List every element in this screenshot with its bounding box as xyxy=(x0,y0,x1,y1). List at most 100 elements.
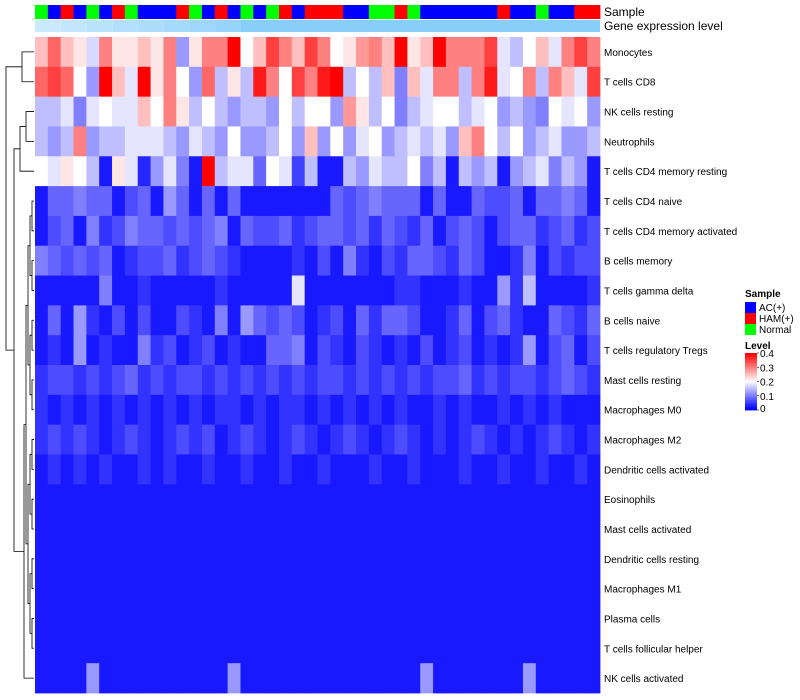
heatmap-cell xyxy=(99,573,113,604)
heatmap-cell xyxy=(368,394,383,426)
heatmap-cell xyxy=(574,335,588,366)
heatmap-cell xyxy=(112,275,126,306)
dendrogram-branch xyxy=(23,424,34,679)
heatmap-cell xyxy=(471,365,485,396)
heatmap-cell xyxy=(510,365,524,396)
heatmap-cell xyxy=(291,215,306,247)
heatmap-cell xyxy=(176,543,190,575)
heatmap-cell xyxy=(47,394,62,426)
row-label: T cells follicular helper xyxy=(604,644,703,655)
heatmap-cell xyxy=(471,514,485,545)
heatmap-cell xyxy=(510,633,524,664)
heatmap-cell xyxy=(343,603,357,634)
legend-gradient-step xyxy=(745,361,757,364)
sample-cell xyxy=(266,5,280,19)
heatmap-cell xyxy=(240,96,254,127)
heatmap-cell xyxy=(112,633,126,664)
heatmap-cell xyxy=(330,663,344,694)
legend-gradient-step xyxy=(745,382,757,385)
heatmap-cell xyxy=(587,454,601,485)
heatmap-cell xyxy=(47,573,62,604)
heatmap-cell xyxy=(548,603,562,634)
heatmap-cell xyxy=(394,573,408,604)
heatmap-cell xyxy=(535,484,550,515)
heatmap-cell xyxy=(73,454,87,485)
heatmap-cell xyxy=(99,663,113,694)
heatmap-cell xyxy=(227,66,241,98)
heatmap-cell xyxy=(548,305,562,336)
heatmap-cell xyxy=(510,335,524,366)
heatmap-cell xyxy=(420,245,434,276)
heatmap-cell xyxy=(137,394,151,426)
sample-cell xyxy=(227,5,241,19)
dendrogram-branch xyxy=(31,439,34,470)
heatmap-cell xyxy=(291,245,306,276)
heatmap-cell xyxy=(214,573,229,604)
heatmap-cell xyxy=(471,245,485,276)
heatmap-cell xyxy=(497,215,511,247)
row-label: Macrophages M2 xyxy=(604,436,682,447)
heatmap-cell xyxy=(266,633,280,664)
heatmap-cell xyxy=(381,156,395,187)
heatmap-cell xyxy=(35,335,49,366)
heatmap-cell xyxy=(291,394,306,426)
heatmap-cell xyxy=(317,126,331,157)
row-label: Eosinophils xyxy=(604,495,655,506)
heatmap-cell xyxy=(278,37,293,68)
heatmap-cell xyxy=(189,454,203,485)
heatmap-cell xyxy=(381,126,395,157)
heatmap-cell xyxy=(266,663,280,694)
heatmap-cell xyxy=(227,96,241,127)
heatmap-cell xyxy=(266,514,280,545)
heatmap-cell xyxy=(150,37,164,68)
heatmap-cell xyxy=(484,424,498,455)
heatmap-cell xyxy=(561,37,575,68)
heatmap-cell xyxy=(214,245,229,276)
heatmap-cell xyxy=(433,156,447,187)
heatmap-cell xyxy=(253,215,267,247)
heatmap-cell xyxy=(561,305,575,336)
heatmap-cell xyxy=(587,305,601,336)
heatmap-cell xyxy=(304,543,318,575)
heatmap-cell xyxy=(445,37,460,68)
heatmap-cell xyxy=(253,335,267,366)
heatmap-cell xyxy=(150,126,164,157)
heatmap-cell xyxy=(420,186,434,217)
heatmap-cell xyxy=(535,186,550,217)
heatmap-cell xyxy=(253,454,267,485)
heatmap-cell xyxy=(124,186,139,217)
heatmap-cell xyxy=(587,96,601,127)
heatmap-cell xyxy=(189,66,203,98)
heatmap-cell xyxy=(433,454,447,485)
heatmap-cell xyxy=(163,245,177,276)
heatmap-cell xyxy=(214,96,229,127)
heatmap-cell xyxy=(510,305,524,336)
heatmap-cell xyxy=(73,514,87,545)
heatmap-cell xyxy=(304,126,318,157)
legend-gradient-step xyxy=(745,407,757,409)
heatmap-cell xyxy=(189,96,203,127)
heatmap-cell xyxy=(522,245,537,276)
heatmap-cell xyxy=(497,633,511,664)
heatmap-cell xyxy=(163,275,177,306)
row-label: T cells CD8 xyxy=(604,78,656,89)
heatmap-cell xyxy=(304,66,318,98)
heatmap-cell xyxy=(163,394,177,426)
heatmap-cell xyxy=(497,245,511,276)
heatmap-cell xyxy=(445,394,460,426)
heatmap-cell xyxy=(471,275,485,306)
heatmap-cell xyxy=(535,394,550,426)
heatmap-cell xyxy=(253,186,267,217)
heatmap-cell xyxy=(176,633,190,664)
heatmap-cell xyxy=(561,275,575,306)
legend-gradient-step xyxy=(745,390,757,392)
heatmap-cell xyxy=(124,126,139,157)
heatmap-cell xyxy=(394,365,408,396)
heatmap-cell xyxy=(510,156,524,187)
heatmap-cell xyxy=(381,603,395,634)
heatmap-cell xyxy=(291,126,306,157)
heatmap-cell xyxy=(548,96,562,127)
heatmap-cell xyxy=(356,245,370,276)
heatmap-cell xyxy=(278,573,293,604)
heatmap-cell xyxy=(471,96,485,127)
